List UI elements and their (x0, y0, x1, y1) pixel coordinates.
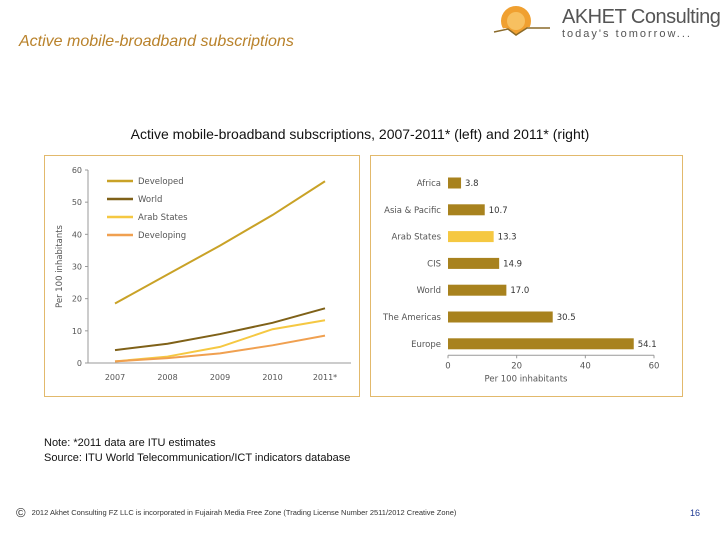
x-tick-label: 40 (580, 361, 591, 371)
bar (448, 177, 462, 189)
logo-name: AKHET Consulting (562, 6, 720, 28)
series-line-world (114, 307, 326, 352)
y-tick-label: 20 (72, 295, 82, 304)
chart-source: Source: ITU World Telecommunication/ICT … (44, 452, 351, 464)
bar-chart-panel: Africa 3.8 Asia & Pacific 10.7 Arab States 13… (370, 155, 683, 397)
chart-caption: Active mobile-broadband subscriptions, 2… (130, 126, 590, 142)
y-tick-label: 10 (72, 327, 82, 336)
y-tick-label: 30 (72, 263, 82, 272)
bar-value-label: 14.9 (503, 259, 522, 269)
bar-value-label: 17.0 (510, 286, 529, 296)
y-tick-label: 0 (77, 359, 82, 368)
logo-tagline: today's tomorrow... (562, 28, 692, 40)
series-line-arab-states (114, 319, 326, 363)
bar-category-label: The Americas (382, 313, 442, 323)
legend-label: Arab States (138, 213, 188, 223)
series-line-developed (114, 180, 326, 305)
y-tick-label: 50 (72, 198, 82, 207)
bar-value-label: 3.8 (465, 179, 479, 189)
x-tick-label: 2010 (262, 373, 282, 382)
x-tick-label: 20 (511, 361, 522, 371)
bar-value-label: 30.5 (557, 313, 576, 323)
bar-chart: Africa 3.8 Asia & Pacific 10.7 Arab States 13… (382, 177, 660, 384)
page-number: 16 (690, 508, 701, 518)
footer-text: 2012 Akhet Consulting FZ LLC is incorpor… (31, 508, 457, 517)
y-axis-label: Per 100 inhabitants (55, 224, 65, 308)
bar-category-label: Arab States (391, 233, 441, 243)
bar-category-label: Africa (417, 179, 441, 189)
chart-note-block: Note: *2011 data are ITU estimates Sourc… (44, 436, 350, 466)
sun-logo-icon (492, 6, 552, 44)
x-tick-label: 2009 (210, 373, 230, 382)
bar (448, 284, 507, 296)
legend-label: Developed (138, 177, 184, 187)
x-tick-label: 2011* (313, 373, 337, 382)
bar-value-label: 54.1 (638, 340, 657, 350)
x-tick-label: 2007 (105, 373, 125, 382)
x-axis-label: Per 100 inhabitants (485, 374, 569, 384)
line-chart: 0 10 20 30 40 50 60 2007 2008 2009 2010 2011* Per 10… (55, 166, 351, 382)
x-tick-label: 60 (649, 361, 660, 371)
bar (448, 257, 500, 269)
series-line-developing (114, 334, 326, 363)
bar (448, 311, 553, 323)
legend-label: Developing (138, 231, 186, 241)
bar-value-label: 13.3 (498, 233, 517, 243)
bar-category-label: CIS (427, 259, 441, 269)
slide-title: Active mobile-broadband subscriptions (19, 33, 294, 50)
bar (448, 338, 634, 350)
line-chart-panel: 0 10 20 30 40 50 60 2007 2008 2009 2010 2011* Per 10… (44, 155, 360, 397)
y-tick-label: 40 (72, 230, 82, 239)
company-logo: AKHET Consulting today's tomorrow... (492, 2, 720, 44)
bar-category-label: World (417, 286, 441, 296)
bar-category-label: Asia & Pacific (384, 206, 441, 216)
x-tick-label: 2008 (157, 373, 177, 382)
legend-label: World (138, 195, 162, 205)
bar-category-label: Europe (411, 340, 441, 350)
bar (448, 231, 494, 243)
bar (448, 204, 485, 216)
copyright-icon: © (16, 505, 26, 520)
bar-value-label: 10.7 (489, 206, 508, 216)
footer: © 2012 Akhet Consulting FZ LLC is incorpo… (16, 505, 456, 520)
chart-note: Note: *2011 data are ITU estimates (44, 437, 216, 449)
x-tick-label: 0 (445, 361, 450, 371)
y-tick-label: 60 (72, 166, 82, 175)
